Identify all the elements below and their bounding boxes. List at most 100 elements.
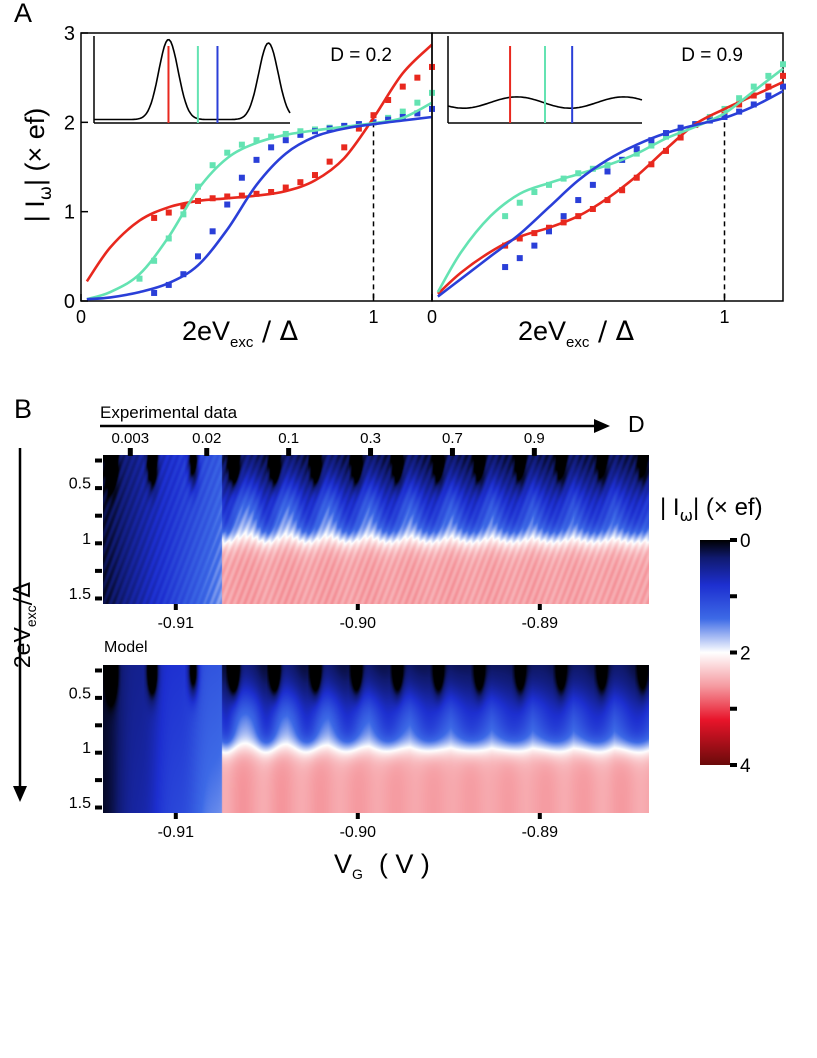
svg-text:2eVexc/Δ: 2eVexc/Δ [9,582,39,668]
heatmap-model-xtick [537,813,542,819]
heatmap-experimental-ytick [95,458,102,463]
plot-d02-marker-red [224,193,231,200]
heatmap-model-ytick [95,750,102,755]
d-tick-label: 0.003 [112,430,150,447]
heatmap-model-xtick-label: -0.89 [522,824,559,841]
plot-d02-marker-blue [268,144,275,151]
plot-d09-marker-teal [663,133,669,140]
plot-d02-frame [80,32,433,302]
plot-d02-curve-red [85,43,433,283]
plot-d02-marker-blue [224,201,231,208]
plot-d02-marker-red [326,158,333,165]
plot-d02-curve-teal [86,101,433,301]
heatmap-experimental-xtick-label: -0.90 [340,615,377,632]
plot-d09-curve-blue [437,89,784,298]
plot-d09-title: D = 0.9 [681,45,743,66]
colorbar-tick [730,763,737,767]
d-tick-label: 0.9 [524,430,545,447]
plot-d09: 0 1 D = 0.9 [427,32,786,327]
plot-d02-marker-red [165,209,172,216]
plot-d09-marker-blue [604,168,611,175]
svg-text:| Iω| (× ef): | Iω| (× ef) [20,108,56,223]
plot-d02-marker-red [355,125,362,132]
heatmap-experimental-xtick-label: -0.89 [522,615,559,632]
plot-d09-marker-blue [765,92,772,99]
plot-d09-marker-blue [516,255,523,262]
d-tick [286,448,292,456]
plot-d02-marker-red [297,179,304,186]
plot-d02-marker-teal [224,149,231,156]
plot-d09-marker-red [633,174,640,181]
plot-d02-marker-blue [238,174,245,181]
colorbar-tick-label: 0 [740,531,751,552]
plot-d09-marker-blue [633,146,640,153]
plot-d02-marker-blue [282,137,289,144]
plot-d09-xtick-label: 1 [719,307,729,327]
plot-d02-marker-blue [195,253,201,260]
plot-d09-curve-teal [436,67,784,293]
plot-d02-ytick-label: 3 [64,23,75,45]
plot-d09-marker-blue [589,181,596,188]
plot-d02-marker-teal [268,133,275,140]
plot-d02-marker-teal [253,137,260,144]
plot-d02-marker-red [399,83,406,90]
plot-d09-marker-red [619,187,626,194]
d-axis-label: D [628,411,645,437]
plot-d02-marker-blue [385,116,392,123]
plot-d09-marker-red [516,235,523,242]
heatmap-model-ytick [95,668,102,673]
heatmap-model-ytick-label: 1.5 [69,795,91,812]
panel-b-ylabel: 2eVexc/Δ [9,582,39,668]
plot-d02-inset [93,36,291,124]
d-tick [127,448,133,456]
experimental-title: Experimental data [100,403,238,422]
plot-d02-ytick-label: 0 [64,291,75,313]
heatmap-experimental-xtick [355,604,360,610]
heatmap-experimental-ytick-label: 1 [82,531,91,548]
plot-d09-xtick-label: 0 [427,307,437,327]
plot-d02-marker-blue [414,110,421,117]
plot-d02-marker-teal [399,108,406,115]
plot-d02-marker-teal [195,183,201,190]
d-tick-label: 0.02 [192,430,221,447]
heatmap-experimental-container [103,455,649,604]
heatmap-model-xtick-label: -0.91 [158,824,195,841]
plot-d02-marker-teal [136,275,143,282]
plot-d09-marker-red [663,147,669,154]
plot-d02-marker-teal [414,99,421,106]
plot-d09-marker-red [780,72,786,79]
heatmap-model-xtick [355,813,360,819]
d-tick-label: 0.7 [442,430,463,447]
plot-d09-marker-teal [750,83,757,90]
heatmap-model-ytick [95,778,102,783]
plot-d09-marker-teal [516,199,523,206]
heatmap-experimental-ytick [95,486,102,491]
plot-d09-marker-blue [531,242,538,249]
plot-d09-marker-teal [736,95,743,102]
heatmap-experimental-ytick-label: 0.5 [69,476,91,493]
plot-d02: 0 1 0 1 2 3 D = 0.2 [64,23,435,327]
plot-d09-marker-blue [575,197,582,204]
plot-d02-marker-red [282,184,289,191]
heatmap-model-container [103,665,649,813]
colorbar-tick-label: 4 [740,756,751,777]
d-tick-label: 0.3 [360,430,381,447]
panel-a-label: A [14,0,32,28]
plot-d02-xtick-label: 0 [76,307,86,327]
plot-d02-marker-red [385,97,392,103]
colorbar-tick [730,650,737,655]
plot-d09-marker-teal [546,181,552,188]
plot-d02-marker-blue [151,289,158,296]
energy-axis-arrowhead [13,786,27,802]
colorbar-tick [730,538,737,542]
plot-d09-marker-teal [765,72,772,79]
plot-d09-xlabel: 2eVexc / Δ [518,316,635,351]
plot-d02-title: D = 0.2 [330,45,392,66]
plot-d09-marker-teal [780,61,786,68]
plot-d09-marker-teal [502,213,509,220]
colorbar-tick-label: 2 [740,644,751,665]
panel-a-ylabel: | Iω| (× ef) [20,108,56,223]
plot-d09-marker-red [765,83,772,90]
heatmap-experimental-xtick [173,604,178,610]
